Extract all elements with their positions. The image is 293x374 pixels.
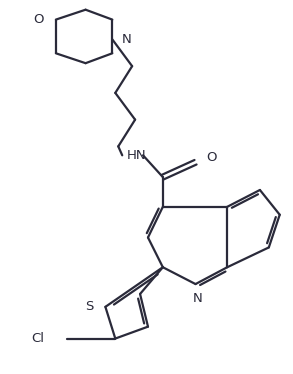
Text: Cl: Cl <box>31 332 44 345</box>
Text: N: N <box>193 292 202 305</box>
Text: N: N <box>122 33 132 46</box>
Text: HN: HN <box>127 149 147 162</box>
Text: O: O <box>33 13 43 26</box>
Text: O: O <box>207 151 217 164</box>
Text: S: S <box>85 300 93 313</box>
